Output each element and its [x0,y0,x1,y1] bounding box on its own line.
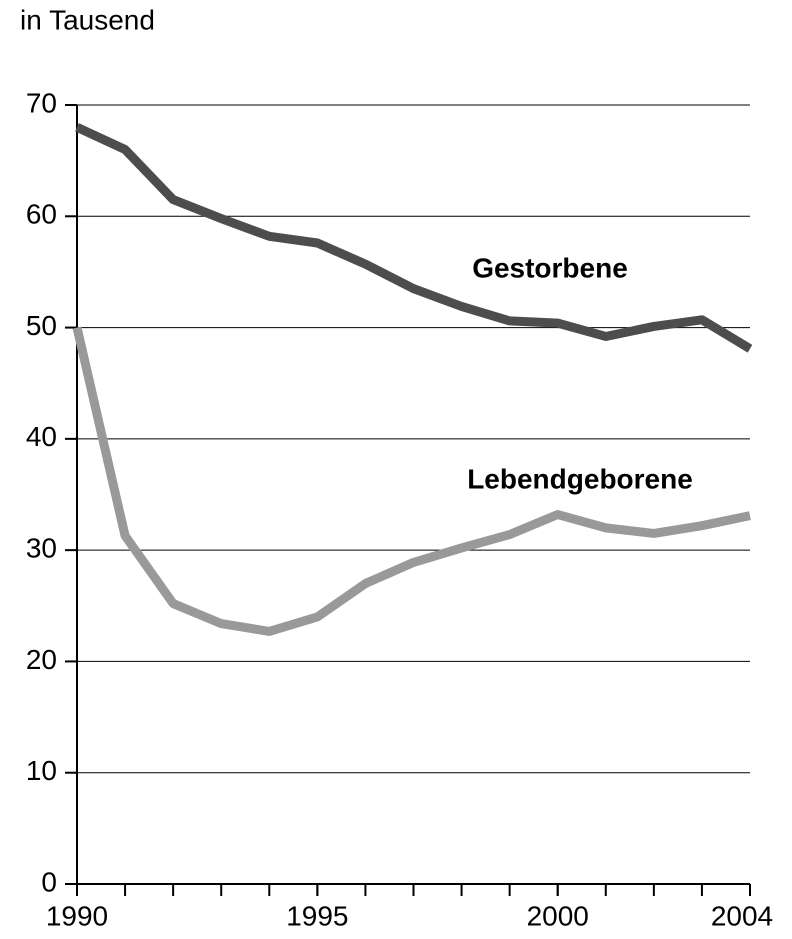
series-line [72,326,751,636]
x-tick-label: 1990 [46,900,108,931]
y-tick-label: 0 [41,866,57,897]
y-tick-label: 40 [26,421,57,452]
y-tick-label: 60 [26,199,57,230]
y-axis-label: in Tausend [20,4,155,35]
y-tick-label: 20 [26,644,57,675]
x-tick-label: 2004 [711,900,773,931]
series-label: Gestorbene [472,252,628,283]
x-tick-label: 1995 [286,900,348,931]
y-tick-label: 70 [26,87,57,118]
series-line [75,123,753,353]
series-label: Lebendgeborene [467,463,693,494]
x-tick-label: 2000 [527,900,589,931]
y-tick-label: 30 [26,533,57,564]
y-tick-label: 10 [26,755,57,786]
y-tick-label: 50 [26,310,57,341]
